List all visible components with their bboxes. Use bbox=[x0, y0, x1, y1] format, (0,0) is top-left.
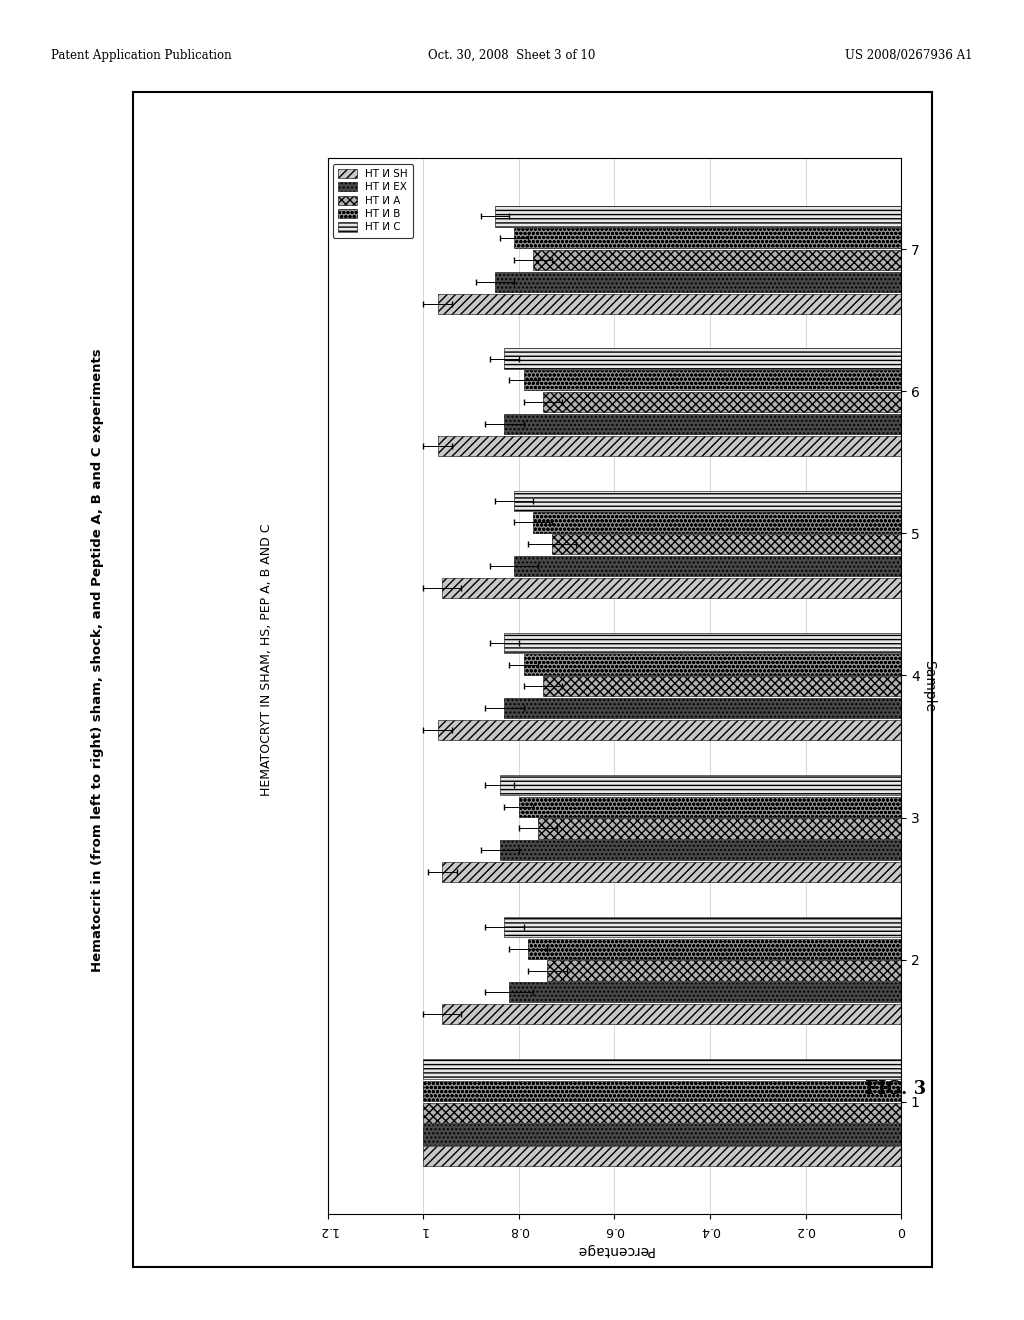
Bar bbox=[514, 228, 901, 248]
Bar bbox=[423, 1125, 901, 1144]
X-axis label: Percentage: Percentage bbox=[575, 1242, 653, 1257]
Bar bbox=[519, 796, 901, 817]
Bar bbox=[505, 632, 901, 652]
Bar bbox=[505, 414, 901, 434]
Bar bbox=[442, 1005, 901, 1024]
Text: Hematocrit in (from left to right) sham, shock, and Peptide A, B and C experimen: Hematocrit in (from left to right) sham,… bbox=[91, 348, 103, 972]
Y-axis label: Sample: Sample bbox=[923, 660, 936, 713]
Bar bbox=[500, 841, 901, 861]
Bar bbox=[523, 371, 901, 391]
Bar bbox=[437, 721, 901, 741]
Bar bbox=[500, 775, 901, 795]
Bar bbox=[552, 535, 901, 554]
Bar bbox=[514, 556, 901, 577]
Bar bbox=[442, 578, 901, 598]
Bar bbox=[423, 1146, 901, 1167]
Bar bbox=[538, 818, 901, 838]
Bar bbox=[548, 961, 901, 981]
Bar bbox=[437, 436, 901, 455]
Text: HEMATOCRYT IN SHAM, HS, PEP A, B AND C: HEMATOCRYT IN SHAM, HS, PEP A, B AND C bbox=[260, 524, 272, 796]
Bar bbox=[523, 655, 901, 675]
Bar bbox=[534, 512, 901, 532]
Text: Patent Application Publication: Patent Application Publication bbox=[51, 49, 231, 62]
Text: Oct. 30, 2008  Sheet 3 of 10: Oct. 30, 2008 Sheet 3 of 10 bbox=[428, 49, 596, 62]
Bar bbox=[534, 249, 901, 271]
Bar bbox=[514, 491, 901, 511]
Bar bbox=[423, 1059, 901, 1078]
Bar bbox=[505, 348, 901, 368]
Bar bbox=[543, 676, 901, 697]
Text: US 2008/0267936 A1: US 2008/0267936 A1 bbox=[845, 49, 973, 62]
Legend: НТ И SH, НТ И EX, НТ И A, НТ И B, НТ И C: НТ И SH, НТ И EX, НТ И A, НТ И B, НТ И C bbox=[333, 164, 413, 238]
Bar bbox=[543, 392, 901, 412]
Bar bbox=[505, 698, 901, 718]
Bar bbox=[509, 982, 901, 1002]
Bar bbox=[423, 1102, 901, 1123]
Bar bbox=[442, 862, 901, 882]
Bar bbox=[495, 206, 901, 227]
Bar bbox=[423, 1081, 901, 1101]
Bar bbox=[495, 272, 901, 292]
Text: FIG. 3: FIG. 3 bbox=[865, 1080, 927, 1098]
Bar bbox=[505, 917, 901, 937]
Bar bbox=[528, 939, 901, 958]
Bar bbox=[437, 294, 901, 314]
